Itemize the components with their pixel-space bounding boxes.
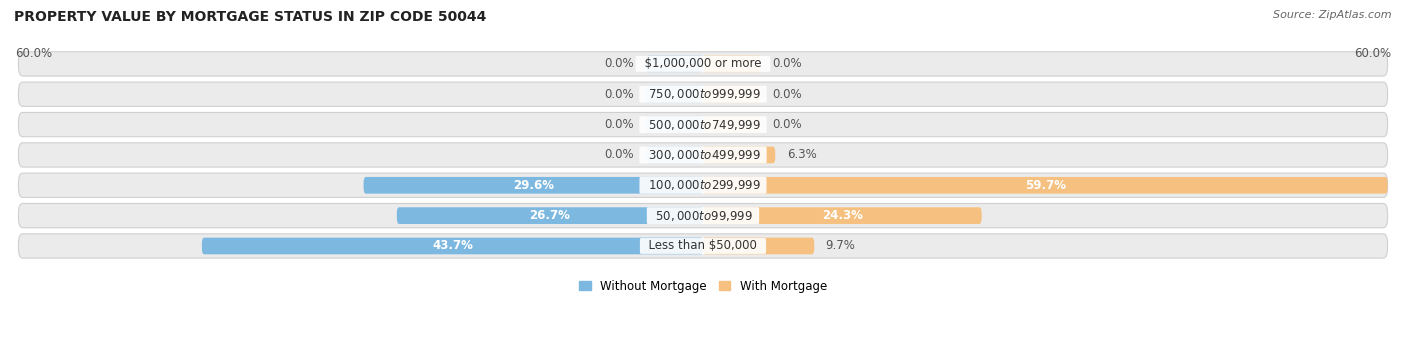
Text: 0.0%: 0.0%	[605, 118, 634, 131]
Text: 0.0%: 0.0%	[772, 57, 801, 70]
Text: Source: ZipAtlas.com: Source: ZipAtlas.com	[1274, 10, 1392, 20]
FancyBboxPatch shape	[18, 234, 1388, 258]
Text: 29.6%: 29.6%	[513, 179, 554, 192]
FancyBboxPatch shape	[645, 56, 703, 72]
Legend: Without Mortgage, With Mortgage: Without Mortgage, With Mortgage	[574, 275, 832, 298]
Text: 9.7%: 9.7%	[825, 239, 856, 252]
Text: 0.0%: 0.0%	[605, 57, 634, 70]
FancyBboxPatch shape	[703, 147, 775, 163]
FancyBboxPatch shape	[396, 207, 703, 224]
Text: 59.7%: 59.7%	[1025, 179, 1066, 192]
Text: 0.0%: 0.0%	[772, 118, 801, 131]
FancyBboxPatch shape	[703, 177, 1388, 194]
FancyBboxPatch shape	[18, 82, 1388, 106]
Text: 60.0%: 60.0%	[1354, 47, 1391, 60]
Text: $1,000,000 or more: $1,000,000 or more	[637, 57, 769, 70]
Text: $300,000 to $499,999: $300,000 to $499,999	[641, 148, 765, 162]
FancyBboxPatch shape	[202, 238, 703, 254]
FancyBboxPatch shape	[364, 177, 703, 194]
Text: 0.0%: 0.0%	[605, 88, 634, 101]
FancyBboxPatch shape	[703, 116, 761, 133]
FancyBboxPatch shape	[703, 86, 761, 103]
Text: PROPERTY VALUE BY MORTGAGE STATUS IN ZIP CODE 50044: PROPERTY VALUE BY MORTGAGE STATUS IN ZIP…	[14, 10, 486, 24]
FancyBboxPatch shape	[645, 147, 703, 163]
FancyBboxPatch shape	[645, 86, 703, 103]
FancyBboxPatch shape	[18, 113, 1388, 137]
FancyBboxPatch shape	[645, 116, 703, 133]
Text: $50,000 to $99,999: $50,000 to $99,999	[648, 209, 758, 223]
Text: 0.0%: 0.0%	[772, 88, 801, 101]
Text: 6.3%: 6.3%	[787, 148, 817, 161]
Text: 26.7%: 26.7%	[530, 209, 571, 222]
Text: 24.3%: 24.3%	[823, 209, 863, 222]
FancyBboxPatch shape	[18, 143, 1388, 167]
Text: 0.0%: 0.0%	[605, 148, 634, 161]
FancyBboxPatch shape	[703, 207, 981, 224]
FancyBboxPatch shape	[18, 173, 1388, 197]
Text: $500,000 to $749,999: $500,000 to $749,999	[641, 118, 765, 132]
Text: $750,000 to $999,999: $750,000 to $999,999	[641, 87, 765, 101]
FancyBboxPatch shape	[18, 204, 1388, 228]
Text: 43.7%: 43.7%	[432, 239, 472, 252]
FancyBboxPatch shape	[18, 52, 1388, 76]
Text: $100,000 to $299,999: $100,000 to $299,999	[641, 178, 765, 192]
Text: 60.0%: 60.0%	[15, 47, 52, 60]
Text: Less than $50,000: Less than $50,000	[641, 239, 765, 252]
FancyBboxPatch shape	[703, 56, 761, 72]
FancyBboxPatch shape	[703, 238, 814, 254]
